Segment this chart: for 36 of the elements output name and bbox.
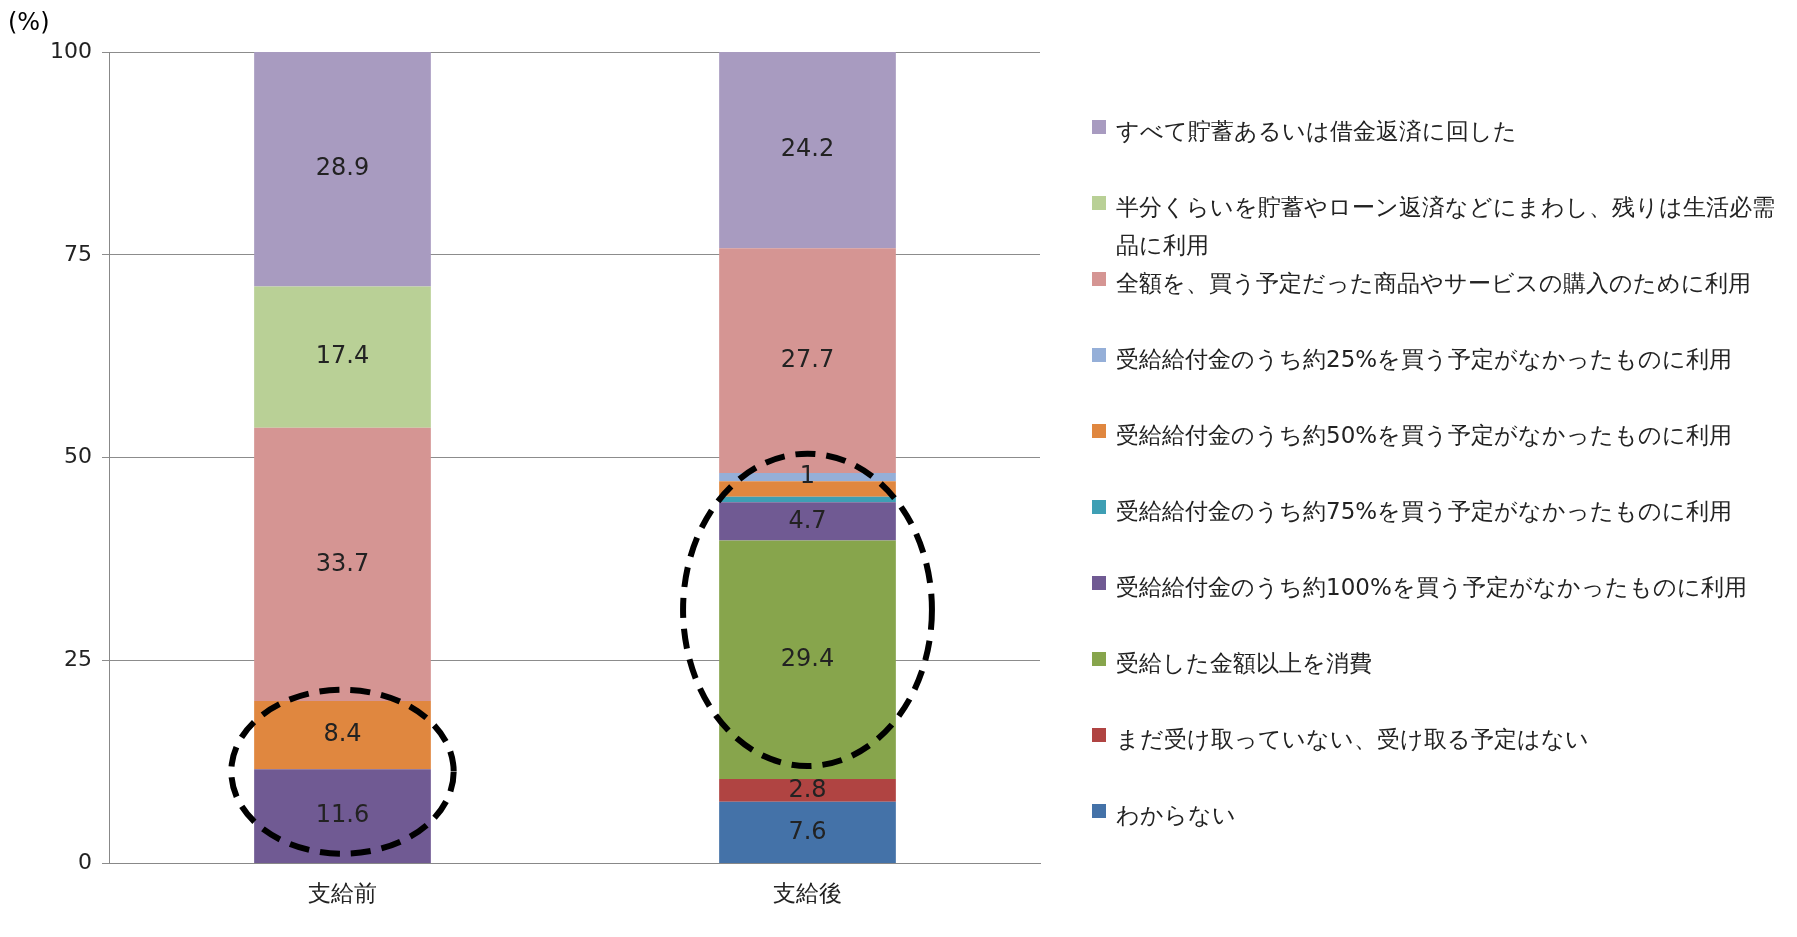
data-label: 33.7 [315,548,370,577]
data-label: 27.7 [780,344,835,373]
legend-label: 受給給付金のうち約50%を買う予定がなかったものに利用 [1116,421,1733,450]
data-label: 24.2 [780,134,835,163]
legend-label: 受給給付金のうち約75%を買う予定がなかったものに利用 [1116,497,1733,526]
legend-label: わからない [1116,801,1236,830]
x-tick-label: 支給後 [773,880,842,907]
data-label: 11.6 [315,800,370,829]
y-tick-label: 50 [63,443,92,469]
y-tick-label: 0 [77,849,92,875]
bar [254,52,431,287]
bar [719,801,896,863]
x-tick-label: 支給前 [307,880,377,907]
y-tick-label: 25 [63,646,92,672]
data-label: 28.9 [315,153,370,182]
legend-label: まだ受け取っていない、受け取る予定はない [1116,725,1589,754]
data-label: 4.7 [788,505,827,534]
y-tick-label: 75 [63,240,92,266]
data-label: 17.4 [315,341,370,370]
data-label: 2.8 [788,774,827,803]
y-axis-title: (%) [8,8,50,36]
legend-label: 受給給付金のうち約25%を買う予定がなかったものに利用 [1116,345,1733,374]
data-label: 29.4 [780,643,835,672]
legend-label: 全額を、買う予定だった商品やサービスの購入のために利用 [1116,269,1751,298]
bar [719,52,896,249]
data-label: 8.4 [323,719,362,748]
y-tick-label: 100 [49,37,92,63]
bar [719,481,896,497]
legend-label: 受給給付金のうち約100%を買う予定がなかったものに利用 [1116,573,1747,602]
legend-label: 受給した金額以上を消費 [1116,649,1372,678]
data-label: 7.6 [788,816,827,845]
bar [254,286,431,428]
bar [719,779,896,802]
legend-label: 半分くらいを貯蓄やローン返済などにまわし、残りは生活必需品に利用 [1116,193,1776,260]
legend-label: すべて貯蓄あるいは借金返済に回した [1116,117,1517,146]
bar [719,502,896,541]
